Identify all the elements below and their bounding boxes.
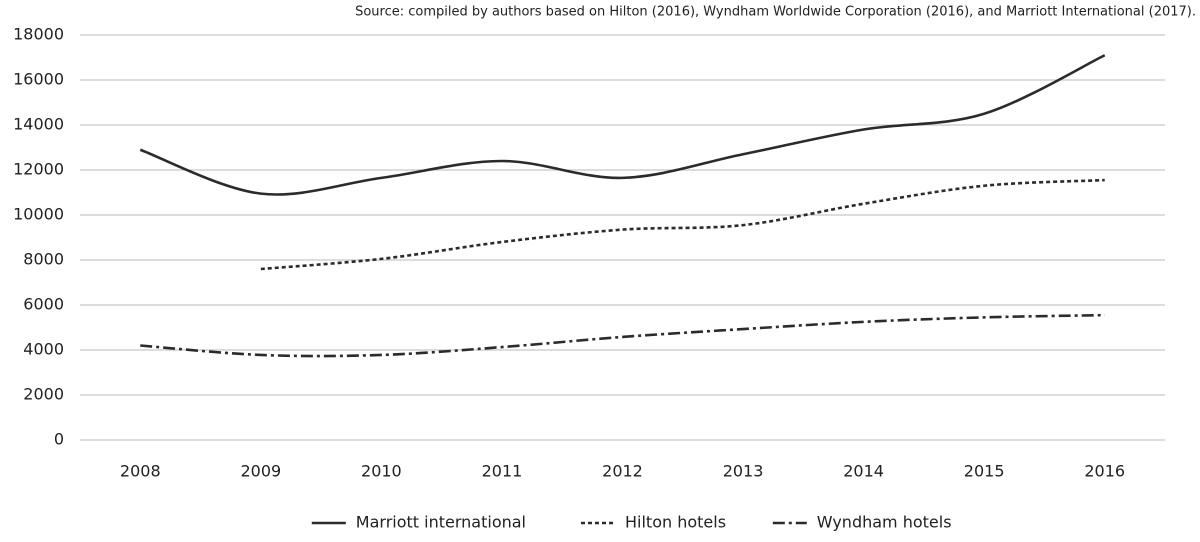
x-tick-label: 2012: [602, 462, 643, 481]
y-tick-label: 16000: [13, 70, 64, 89]
y-tick-label: 8000: [23, 250, 64, 269]
y-tick-label: 10000: [13, 205, 64, 224]
x-tick-label: 2016: [1084, 462, 1125, 481]
series-line: [139, 54, 1106, 196]
x-tick-label: 2011: [482, 462, 523, 481]
y-tick-label: 12000: [13, 160, 64, 179]
legend-label: Marriott international: [356, 513, 526, 532]
source-note: Source: compiled by authors based on Hil…: [355, 5, 1196, 20]
y-tick-label: 4000: [23, 340, 64, 359]
x-tick-label: 2014: [843, 462, 884, 481]
x-tick-label: 2010: [361, 462, 402, 481]
legend-label: Wyndham hotels: [817, 513, 952, 532]
x-tick-label: 2015: [964, 462, 1005, 481]
x-tick-label: 2008: [120, 462, 161, 481]
y-tick-label: 2000: [23, 385, 64, 404]
x-tick-label: 2009: [240, 462, 281, 481]
y-tick-label: 6000: [23, 295, 64, 314]
legend-label: Hilton hotels: [625, 513, 726, 532]
y-tick-label: 0: [54, 430, 64, 449]
x-tick-label: 2013: [723, 462, 764, 481]
series-line: [140, 313, 1105, 358]
y-tick-label: 14000: [13, 115, 64, 134]
series-line: [260, 178, 1105, 271]
y-tick-label: 18000: [13, 25, 64, 44]
